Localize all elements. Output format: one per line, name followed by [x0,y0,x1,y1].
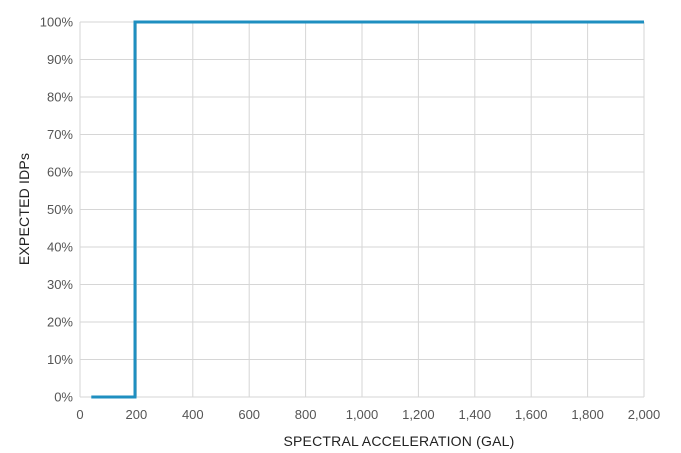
y-tick-label: 60% [47,165,73,180]
x-axis-label: SPECTRAL ACCELERATION (GAL) [283,433,514,449]
y-tick-label: 30% [47,277,73,292]
x-tick-label: 800 [295,407,317,422]
x-tick-label: 1,600 [515,407,548,422]
y-axis-label: EXPECTED IDPs [16,153,32,265]
y-tick-label: 20% [47,315,73,330]
y-tick-label: 90% [47,52,73,67]
y-tick-label: 40% [47,240,73,255]
y-tick-label: 50% [47,202,73,217]
y-tick-label: 10% [47,352,73,367]
x-tick-label: 1,800 [571,407,604,422]
x-tick-label: 200 [126,407,148,422]
x-tick-label: 2,000 [628,407,661,422]
y-tick-label: 100% [40,15,74,30]
y-tick-labels: 0% 10% 20% 30% 40% 50% 60% 70% 80% 90% 100% [40,15,74,405]
x-tick-label: 1,400 [459,407,492,422]
y-tick-label: 80% [47,90,73,105]
x-tick-label: 1,000 [346,407,379,422]
series-line [91,20,644,399]
x-tick-label: 1,200 [402,407,435,422]
x-tick-labels: 0 200 400 600 800 1,000 1,200 1,400 1,600 1,800 2,… [76,407,660,422]
y-tick-label: 0% [54,390,73,405]
x-tick-label: 600 [238,407,260,422]
grid [79,21,645,398]
series-group [91,20,644,399]
x-tick-label: 400 [182,407,204,422]
y-tick-label: 70% [47,127,73,142]
x-tick-label: 0 [76,407,83,422]
